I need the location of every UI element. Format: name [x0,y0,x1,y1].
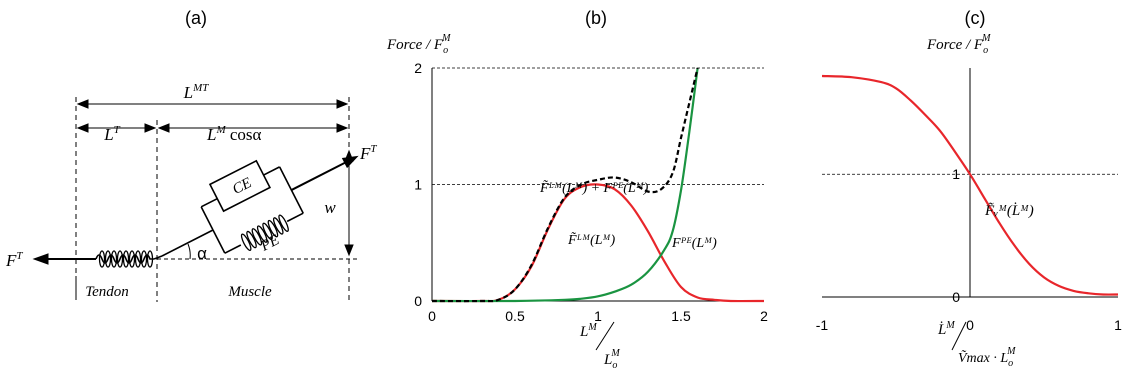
muscle-label: Muscle [227,284,272,300]
pe-spring [240,214,289,252]
c-x-axis-title: L̇M Ṽmax · LoM [937,320,1016,369]
muscle-right-bar [278,166,304,214]
musculotendon-diagram [32,97,360,302]
tendon-coils [98,250,154,268]
b-y-axis-title: Force / FoM [386,33,451,56]
force-velocity-chart: -1 0 1 0 1 Force / FoM L̇M Ṽmax · LoM F̃ᵥᴹ(L… [816,33,1122,369]
lmcos-arrowhead-right [336,123,349,133]
lmt-label: LMT [183,82,210,102]
panel-a-labels: LMT LT LM cosα FT FT CE PE α w Tendon Mu… [5,82,377,300]
pe-label: PE [257,232,281,255]
c-y-axis-title: Force / FoM [926,33,991,56]
b-x-axis-title: LM LoM [579,321,620,371]
panel-c-label: (c) [965,8,986,28]
ft-left-label: FT [5,250,23,270]
b-y-tick-label: 2 [414,60,422,76]
left-force-arrowhead [32,253,49,265]
ft-right-label: FT [359,143,377,163]
force-length-chart: 0 0.5 1 1.5 2 0 1 2 Force / FoM LM LoM F̃ᴸᴹ(Lᴹ)… [386,33,768,371]
panel-b-label: (b) [585,8,607,28]
muscle-force-line [290,161,348,191]
svg-text:LM: LM [579,322,597,340]
b-x-tick-label: 0.5 [505,308,525,324]
b-y-tick-label: 0 [414,293,422,309]
muscle-unit [200,155,359,254]
b-y-tick-label: 1 [414,177,422,193]
svg-text:LoM: LoM [603,348,620,371]
c-y-tick-label: 1 [952,166,960,182]
b-x-tick-label: 1 [594,308,602,324]
fv-curve-label: F̃ᵥᴹ(L̇ᴹ) [984,203,1034,219]
svg-text:Ṽmax · LoM: Ṽmax · LoM [958,346,1016,369]
c-series [821,74,1119,296]
alpha-label: α [197,244,207,263]
tendon-label: Tendon [85,284,129,300]
svg-text:L̇M: L̇M [937,320,955,338]
sum-curve-label: F̃ᴸᴹ(Lᴹ) + Fᴾᴱ(Lᴹ) [539,180,649,196]
ce-box [208,159,271,213]
right-force-arrowhead [341,155,359,169]
lmt-arrowhead-left [76,99,89,109]
b-reference-lines [432,67,764,185]
w-label: w [324,198,336,217]
ce-label: CE [230,175,254,198]
b-x-tick-label: 0 [428,308,436,324]
fl-curve-label: F̃ᴸᴹ(Lᴹ) [567,232,615,248]
muscle-line-lower [161,229,214,257]
c-x-tick-label: -1 [816,317,829,333]
lt-arrowhead-right [144,123,157,133]
b-series [431,67,765,303]
c-series-line-0 [821,74,1119,296]
muscle-left-bar [200,206,214,231]
b-series-line-1 [431,67,699,303]
w-arrowhead-bottom [344,244,354,257]
c-y-tick-label: 0 [952,289,960,305]
b-tick-labels: 0 0.5 1 1.5 2 0 1 2 [414,60,768,324]
b-x-tick-label: 1.5 [671,308,691,324]
c-tick-labels: -1 0 1 0 1 [816,166,1122,333]
lmcos-label: LM cosα [206,124,262,144]
panel-a-label: (a) [185,8,207,28]
lt-label: LT [103,124,120,144]
c-x-tick-label: 0 [966,317,974,333]
c-x-tick-label: 1 [1114,317,1122,333]
pennation-angle-arc [187,243,191,260]
fpe-curve-label: Fᴾᴱ(Lᴹ) [671,236,717,251]
lmt-arrowhead-right [336,99,349,109]
lt-arrowhead-left [76,123,89,133]
lmcos-arrowhead-left [157,123,170,133]
b-x-tick-label: 2 [760,308,768,324]
tendon-connector [153,255,163,260]
